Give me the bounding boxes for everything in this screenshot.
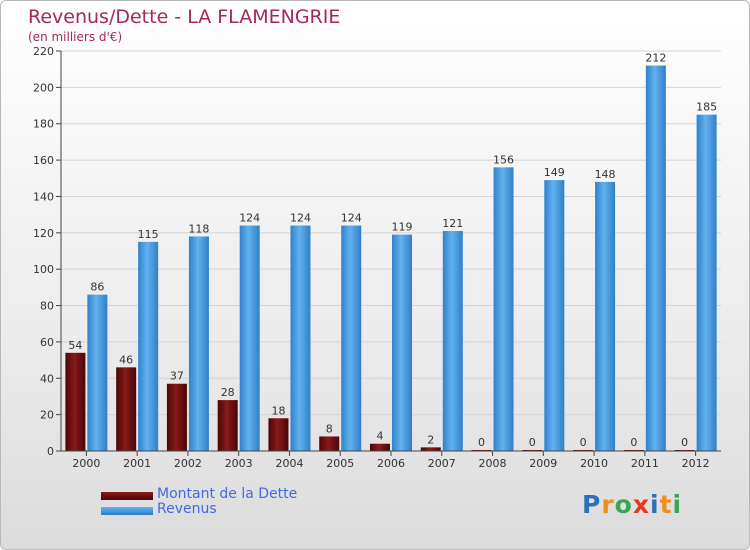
x-tick-label: 2010: [580, 457, 608, 470]
logo-letter: i: [672, 490, 683, 519]
bar-revenus-2007: [442, 231, 463, 451]
bar-revenus-2012: [696, 114, 717, 452]
logo-letter: t: [659, 490, 673, 519]
legend-label-revenus: Revenus: [157, 501, 217, 517]
bar-revenus-2002: [188, 236, 209, 451]
data-label-debt-2009: 0: [529, 436, 536, 449]
bar-revenus-2006: [392, 234, 412, 451]
chart-title: Revenus/Dette - LA FLAMENGRIE: [28, 6, 341, 28]
data-label-revenus-2009: 149: [544, 166, 565, 179]
y-tick-label: 80: [40, 300, 54, 313]
x-tick-label: 2004: [275, 457, 303, 470]
logo-letter: o: [614, 490, 633, 519]
bar-debt-2007: [420, 447, 441, 451]
data-label-revenus-2011: 212: [645, 52, 666, 65]
data-label-revenus-2008: 156: [493, 153, 514, 166]
data-label-revenus-2012: 185: [696, 101, 717, 114]
y-tick-label: 60: [40, 336, 54, 349]
bar-revenus-2009: [544, 180, 565, 451]
legend-swatch-revenus: [101, 507, 153, 515]
data-label-revenus-2000: 86: [90, 281, 104, 294]
y-tick-label: 40: [40, 372, 54, 385]
x-tick-label: 2012: [682, 457, 710, 470]
bar-debt-2000: [65, 352, 86, 451]
x-tick-label: 2011: [631, 457, 659, 470]
bar-revenus-2004: [290, 225, 311, 451]
data-label-revenus-2001: 115: [138, 228, 159, 241]
y-tick-label: 160: [33, 154, 54, 167]
data-label-debt-2000: 54: [68, 339, 82, 352]
data-label-debt-2006: 4: [377, 430, 384, 443]
data-label-debt-2010: 0: [580, 436, 587, 449]
data-label-debt-2004: 18: [271, 404, 285, 417]
legend-label-debt: Montant de la Dette: [157, 486, 298, 502]
logo-letter: i: [650, 490, 660, 519]
data-label-debt-2007: 2: [427, 433, 434, 446]
x-tick-label: 2000: [72, 457, 100, 470]
data-label-revenus-2004: 124: [290, 212, 311, 225]
x-tick-label: 2001: [123, 457, 151, 470]
data-label-debt-2003: 28: [221, 386, 235, 399]
data-label-debt-2005: 8: [326, 422, 333, 435]
bar-debt-2001: [116, 367, 137, 451]
bar-revenus-2010: [595, 181, 616, 451]
data-label-debt-2002: 37: [170, 370, 184, 383]
x-tick-label: 2006: [377, 457, 405, 470]
data-label-revenus-2002: 118: [188, 222, 209, 235]
data-label-revenus-2005: 124: [341, 212, 362, 225]
data-label-debt-2008: 0: [478, 436, 485, 449]
data-label-revenus-2010: 148: [595, 168, 616, 181]
bar-debt-2004: [268, 418, 289, 451]
y-tick-label: 20: [40, 409, 54, 422]
logo-letter: x: [632, 490, 650, 519]
data-label-revenus-2006: 119: [392, 221, 413, 234]
y-tick-label: 200: [33, 81, 54, 94]
proxiti-logo: Proxiti: [582, 490, 682, 519]
bar-revenus-2001: [138, 241, 159, 451]
data-label-revenus-2007: 121: [442, 217, 463, 230]
bar-revenus-2011: [645, 65, 666, 451]
x-tick-label: 2005: [326, 457, 354, 470]
y-tick-label: 0: [47, 445, 54, 458]
logo-letter: r: [601, 490, 615, 519]
x-tick-label: 2009: [529, 457, 557, 470]
bar-debt-2006: [370, 443, 390, 451]
bar-revenus-2005: [341, 225, 362, 451]
x-tick-label: 2003: [225, 457, 253, 470]
x-tick-label: 2008: [479, 457, 507, 470]
bar-revenus-2003: [239, 225, 260, 451]
x-tick-label: 2007: [428, 457, 456, 470]
x-tick-label: 2002: [174, 457, 202, 470]
bar-debt-2003: [217, 400, 238, 451]
y-tick-label: 120: [33, 227, 54, 240]
chart-subtitle: (en milliers d'€): [28, 30, 123, 44]
y-tick-label: 140: [33, 190, 54, 203]
bar-debt-2005: [319, 436, 340, 451]
bar-revenus-2008: [493, 167, 514, 451]
y-tick-label: 100: [33, 263, 54, 276]
y-tick-label: 220: [33, 45, 54, 58]
data-label-debt-2011: 0: [630, 436, 637, 449]
logo-letter: P: [582, 490, 602, 519]
legend-swatch-debt: [101, 492, 153, 500]
y-tick-label: 180: [33, 118, 54, 131]
data-label-debt-2012: 0: [681, 436, 688, 449]
bar-revenus-2000: [87, 294, 108, 451]
data-label-revenus-2003: 124: [239, 212, 260, 225]
bar-debt-2002: [166, 383, 187, 451]
data-label-debt-2001: 46: [119, 353, 133, 366]
